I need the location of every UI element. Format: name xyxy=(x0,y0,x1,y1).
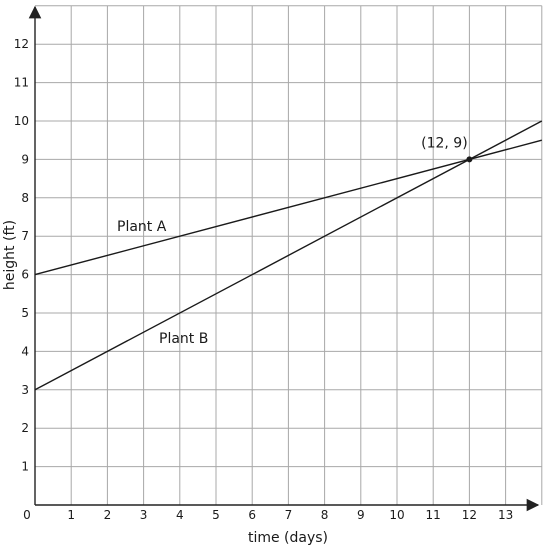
x-tick-label: 2 xyxy=(104,508,112,522)
grid xyxy=(35,5,543,505)
x-axis-label: time (days) xyxy=(248,530,328,546)
series-label-plant-a: Plant A xyxy=(117,219,167,235)
y-tick-label: 4 xyxy=(21,344,29,358)
y-tick-label: 5 xyxy=(21,306,29,320)
origin-label: 0 xyxy=(23,508,31,522)
axes xyxy=(28,5,540,512)
y-tick-label: 7 xyxy=(21,229,29,243)
y-tick-label: 12 xyxy=(14,37,29,51)
x-tick-label: 8 xyxy=(321,508,329,522)
y-tick-label: 6 xyxy=(21,268,29,282)
y-axis-label: height (ft) xyxy=(2,220,18,290)
y-tick-label: 1 xyxy=(21,460,29,474)
x-tick-label: 7 xyxy=(285,508,293,522)
series-label-plant-b: Plant B xyxy=(159,331,208,347)
y-tick-label: 9 xyxy=(21,152,29,166)
y-tick-label: 2 xyxy=(21,421,29,435)
x-tick-label: 9 xyxy=(357,508,365,522)
labels-group: Plant A Plant B (12, 9) time (days) height (… xyxy=(2,135,468,546)
intersection-point xyxy=(466,156,473,163)
x-tick-label: 5 xyxy=(212,508,220,522)
x-tick-label: 13 xyxy=(498,508,513,522)
x-tick-label: 10 xyxy=(389,508,404,522)
y-tick-label: 3 xyxy=(21,383,29,397)
series-line-plant-a xyxy=(34,139,542,276)
x-tick-label: 1 xyxy=(67,508,75,522)
x-tick-label: 4 xyxy=(176,508,184,522)
series-group xyxy=(34,120,543,391)
y-tick-label: 10 xyxy=(14,114,29,128)
y-tick-label: 8 xyxy=(21,191,29,205)
series-line-plant-b xyxy=(34,120,543,391)
y-tick-label: 11 xyxy=(14,76,29,90)
x-tick-label: 6 xyxy=(248,508,256,522)
x-tick-label: 12 xyxy=(462,508,477,522)
x-tick-label: 3 xyxy=(140,508,148,522)
intersection-label: (12, 9) xyxy=(421,135,468,151)
x-tick-label: 11 xyxy=(426,508,441,522)
